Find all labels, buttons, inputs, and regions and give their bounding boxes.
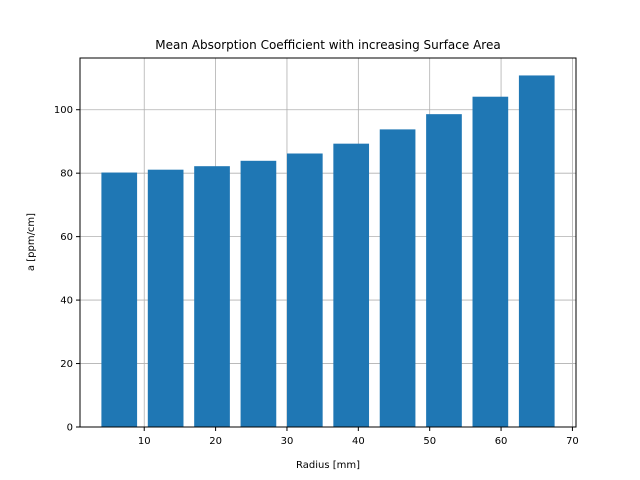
bar: [426, 114, 462, 428]
x-tick-label: 50: [423, 436, 436, 447]
y-tick-label: 60: [60, 232, 73, 243]
x-tick-label: 30: [281, 436, 294, 447]
bar: [240, 160, 277, 427]
y-tick-label: 80: [60, 169, 73, 180]
bar: [147, 169, 184, 427]
x-tick-label: 60: [495, 436, 508, 447]
y-axis-ticks: 0 20 40 60 80 100: [54, 105, 80, 434]
plot-frame: [79, 57, 577, 428]
x-tick-label: 10: [138, 436, 151, 447]
bar: [472, 96, 509, 428]
x-tick-label: 20: [209, 436, 222, 447]
bar: [379, 129, 416, 427]
y-tick-label: 40: [60, 296, 73, 307]
y-tick-label: 100: [54, 105, 73, 116]
bar: [194, 166, 230, 427]
x-axis-ticks: 10 20 30 40 50 60 70: [138, 427, 579, 447]
chart-title: Mean Absorption Coefficient with increas…: [155, 38, 500, 52]
x-tick-label: 70: [566, 436, 579, 447]
bar: [333, 143, 370, 427]
bars-group: [101, 75, 555, 428]
y-tick-label: 0: [67, 423, 73, 434]
y-axis-title: a [ppm/cm]: [26, 213, 37, 271]
bar: [518, 75, 555, 427]
bar: [286, 153, 323, 428]
bar: [101, 172, 138, 427]
y-tick-label: 20: [60, 359, 73, 370]
x-axis-title: Radius [mm]: [296, 460, 360, 471]
x-tick-label: 40: [352, 436, 365, 447]
